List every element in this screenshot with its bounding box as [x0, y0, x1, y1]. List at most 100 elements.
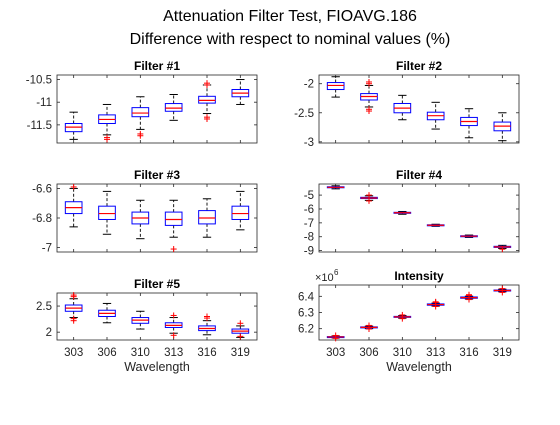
- outlier-marker: [366, 80, 372, 87]
- axes-frame: [56, 74, 258, 144]
- outlier-marker: [137, 132, 144, 139]
- x-tick-label: 306: [359, 347, 378, 359]
- x-axis-label: Wavelength: [124, 360, 190, 374]
- box-319: [493, 244, 512, 253]
- x-tick-label: 303: [64, 347, 83, 359]
- x-tick-label: 303: [326, 347, 345, 359]
- box-iqr: [231, 205, 250, 220]
- panel-title: Filter #5: [134, 277, 180, 291]
- box-316: [198, 198, 216, 238]
- outlier-marker: [70, 315, 77, 322]
- outlier-marker: [204, 81, 210, 88]
- box-iqr: [164, 103, 183, 112]
- outlier-marker: [432, 298, 439, 305]
- outlier-marker: [237, 333, 244, 340]
- y-tick-label: -2.5: [294, 108, 314, 120]
- box-306: [98, 103, 116, 143]
- box-iqr: [98, 205, 116, 220]
- outlier-marker: [366, 322, 372, 329]
- box-310: [131, 199, 150, 240]
- box-306: [360, 78, 378, 115]
- panel-2: Filter #2 -3 -2.5 -2: [294, 59, 520, 149]
- outlier-marker: [366, 192, 372, 199]
- box-303: [326, 76, 345, 98]
- box-303: [64, 292, 83, 324]
- x-tick-label: 313: [426, 347, 445, 359]
- box-319: [493, 285, 512, 296]
- outlier-marker: [170, 246, 177, 253]
- panel-6: Intensity 6.2 6.3 6.4 303 306 310 313 316 319 Wave…: [298, 268, 520, 374]
- outlier-marker: [366, 197, 372, 204]
- axes-frame: [318, 183, 520, 253]
- outlier-marker: [70, 183, 77, 190]
- box-313: [164, 199, 183, 253]
- box-303: [326, 332, 345, 342]
- x-tick-label: 319: [493, 347, 512, 359]
- y-tick-label: 2.5: [36, 301, 52, 313]
- outlier-marker: [170, 312, 177, 319]
- box-303: [326, 185, 345, 190]
- panel-5: Filter #5 2 2.5 303 306 310 313 316 319 Wavelengt…: [36, 277, 258, 374]
- box-310: [393, 94, 412, 121]
- outlier-marker: [466, 291, 472, 298]
- box-306: [98, 190, 116, 235]
- box-306: [98, 302, 116, 324]
- x-tick-label: 313: [164, 347, 183, 359]
- box-313: [426, 223, 445, 227]
- y-tick-label: 6.4: [298, 291, 315, 303]
- panel-title: Intensity: [394, 269, 444, 283]
- y-multiplier-label: ×10: [315, 272, 334, 284]
- outlier-marker: [332, 332, 339, 339]
- box-iqr: [164, 211, 183, 226]
- y-tick-label: -10.5: [26, 75, 52, 87]
- x-tick-label: 310: [393, 347, 412, 359]
- y-tick-label: -6: [304, 204, 314, 216]
- box-319: [493, 112, 512, 142]
- panel-title: Filter #1: [134, 59, 180, 73]
- x-tick-label: 310: [131, 347, 150, 359]
- panel-title: Filter #2: [396, 59, 442, 73]
- figure-title-line2: Difference with respect to nominal value…: [130, 31, 451, 48]
- box-iqr: [198, 210, 216, 225]
- panel-title: Filter #3: [134, 168, 180, 182]
- box-313: [426, 298, 445, 310]
- y-multiplier-exponent: 6: [334, 268, 339, 277]
- outlier-marker: [170, 332, 177, 339]
- outlier-marker: [237, 320, 244, 327]
- box-319: [231, 190, 250, 231]
- outlier-marker: [104, 136, 110, 143]
- y-tick-label: -11.5: [27, 120, 52, 132]
- y-tick-label: -6.6: [32, 183, 52, 195]
- y-tick-label: 6.2: [298, 324, 314, 336]
- y-tick-label: -3: [304, 137, 314, 149]
- box-310: [393, 311, 412, 322]
- box-310: [393, 210, 412, 215]
- y-tick-label: 2: [46, 327, 52, 339]
- box-313: [426, 101, 445, 130]
- outlier-marker: [499, 246, 506, 253]
- x-axis-label: Wavelength: [386, 360, 452, 374]
- box-306: [360, 322, 378, 332]
- panel-3: Filter #3 -7 -6.8 -6.6: [32, 168, 258, 255]
- y-tick-label: -8: [304, 232, 314, 244]
- box-306: [360, 192, 378, 204]
- box-316: [198, 80, 216, 122]
- panel-4: Filter #4 -9 -8 -7 -6 -5: [304, 168, 520, 258]
- x-tick-label: 316: [459, 347, 478, 359]
- box-319: [231, 79, 250, 105]
- panel-title: Filter #4: [396, 168, 442, 182]
- box-316: [460, 234, 478, 238]
- y-tick-label: 6.3: [298, 308, 314, 320]
- box-316: [198, 313, 216, 336]
- x-tick-label: 306: [97, 347, 116, 359]
- outlier-marker: [70, 292, 77, 299]
- axes-frame: [56, 292, 258, 341]
- outlier-marker: [366, 108, 372, 115]
- box-316: [460, 291, 478, 303]
- panel-1: Filter #1 -11.5 -11 -10.5: [26, 59, 258, 144]
- axes-frame: [318, 284, 520, 341]
- outlier-marker: [204, 115, 210, 122]
- y-tick-label: -2: [304, 79, 314, 91]
